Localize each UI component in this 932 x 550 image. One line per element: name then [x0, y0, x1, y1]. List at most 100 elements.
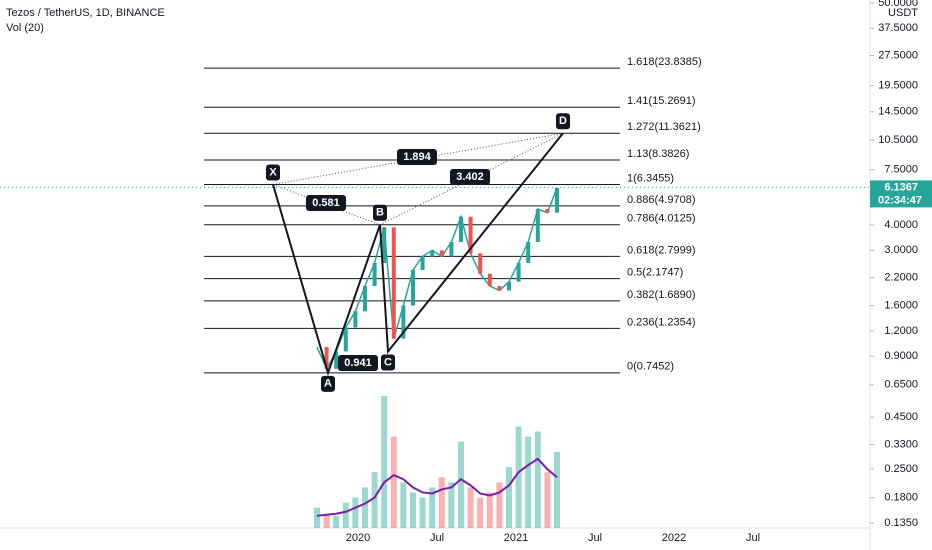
candle — [487, 273, 492, 286]
volume-bar — [525, 436, 532, 528]
y-tick-label: 10.5000 — [878, 134, 918, 146]
pattern-point-label: X — [269, 166, 277, 178]
volume-bar — [467, 487, 474, 528]
y-tick-label: 1.2000 — [884, 325, 918, 337]
volume-bar — [506, 467, 512, 528]
y-tick-label: 0.2500 — [884, 463, 918, 475]
fib-label: 0.886(4.9708) — [627, 194, 696, 206]
candle — [439, 250, 444, 257]
y-tick-label: 0.4500 — [884, 411, 918, 423]
y-tick-label: 1.6000 — [884, 300, 918, 312]
volume-bar — [544, 472, 551, 528]
candle — [411, 269, 415, 306]
x-tick-label: 2021 — [504, 532, 528, 544]
fib-label: 1.272(11.3621) — [627, 121, 701, 133]
x-tick-label: 2020 — [346, 532, 370, 544]
ratio-label: 0.941 — [344, 357, 372, 369]
volume-bar — [496, 482, 503, 528]
fib-label: 0.618(2.7999) — [627, 244, 696, 256]
pattern-point-label: A — [324, 378, 332, 390]
fib-label: 1.41(15.2691) — [627, 95, 696, 107]
candle — [324, 346, 329, 369]
candle — [468, 216, 473, 254]
y-tick-label: 2.2000 — [884, 272, 918, 284]
y-tick-label: 4.0000 — [884, 219, 918, 231]
x-tick-label: Jul — [588, 532, 602, 544]
ratio-box — [338, 355, 378, 371]
y-tick-label: 27.5000 — [878, 49, 918, 61]
volume-bar — [419, 497, 426, 528]
volume-bar — [323, 513, 330, 528]
volume-bar — [314, 507, 320, 528]
y-tick-label: 7.5000 — [884, 164, 918, 176]
y-tick-label: 0.3300 — [884, 438, 918, 450]
candle — [497, 285, 502, 291]
y-tick-label: 37.5000 — [878, 22, 918, 34]
volume-bar — [458, 441, 464, 528]
y-tick-label: 0.1800 — [884, 492, 918, 504]
volume-bar — [410, 492, 416, 528]
fib-label: 1(6.3455) — [627, 172, 674, 184]
pattern-point-box — [556, 113, 570, 130]
y-tick-label: 19.5000 — [878, 80, 918, 92]
fib-label: 0(0.7452) — [627, 361, 674, 373]
volume-bar — [438, 477, 445, 528]
volume-bar — [333, 515, 340, 528]
y-tick-label: 0.1350 — [884, 517, 918, 529]
volume-bar — [477, 497, 484, 528]
countdown-label: 02:34:47 — [878, 194, 922, 206]
candle — [391, 227, 396, 339]
fib-label: 0.786(4.0125) — [627, 213, 696, 225]
candle — [507, 281, 511, 291]
price-axis — [870, 0, 932, 550]
fib-label: 0.382(1.6890) — [627, 289, 696, 301]
candle — [555, 187, 559, 213]
volume-bar — [342, 502, 349, 528]
fib-label: 0.5(2.1747) — [627, 267, 683, 279]
candle — [363, 285, 367, 312]
y-tick-label: 0.9000 — [884, 350, 918, 362]
candle — [535, 209, 540, 242]
y-tick-label: 0.6500 — [884, 379, 918, 391]
candle — [478, 253, 483, 274]
x-tick-label: Jul — [430, 532, 444, 544]
candle — [334, 351, 339, 369]
x-tick-label: 2022 — [662, 532, 686, 544]
candle — [430, 250, 435, 257]
candle — [516, 262, 521, 282]
fib-label: 1.618(23.8385) — [627, 56, 702, 68]
x-tick-label: Jul — [746, 532, 760, 544]
volume-bar — [448, 482, 455, 528]
unit-label: USDT — [888, 7, 918, 19]
ratio-label: 0.581 — [312, 197, 340, 209]
pattern-point-label: C — [384, 356, 392, 368]
candle — [343, 327, 348, 352]
volume-bar — [429, 487, 436, 528]
current-price-box — [870, 180, 932, 208]
volume-bar — [390, 436, 397, 528]
fib-label: 1.13(8.3826) — [627, 148, 689, 160]
y-tick-label: 14.5000 — [878, 106, 918, 118]
candle — [382, 227, 387, 263]
volume-bar — [515, 426, 522, 528]
volume-bar — [381, 396, 388, 528]
candle — [401, 305, 406, 339]
y-tick-label: 50.0000 — [878, 0, 918, 9]
volume-bar — [352, 497, 359, 528]
volume-bar — [362, 487, 368, 528]
pattern-point-box — [381, 354, 395, 371]
indicator-label: Vol (20) — [6, 22, 44, 34]
y-tick-label: 3.0000 — [884, 244, 918, 256]
volume-bar — [371, 472, 378, 528]
candle — [459, 216, 463, 242]
chart-title: Tezos / TetherUS, 1D, BINANCE — [6, 7, 165, 19]
ratio-label: 1.894 — [403, 151, 431, 163]
ratio-box — [306, 195, 346, 211]
candle — [353, 311, 358, 328]
volume-bar — [400, 482, 407, 528]
pattern-point-box — [321, 375, 335, 392]
volume-bar — [534, 431, 541, 528]
ratio-label: 3.402 — [456, 171, 484, 183]
candle — [449, 241, 454, 257]
